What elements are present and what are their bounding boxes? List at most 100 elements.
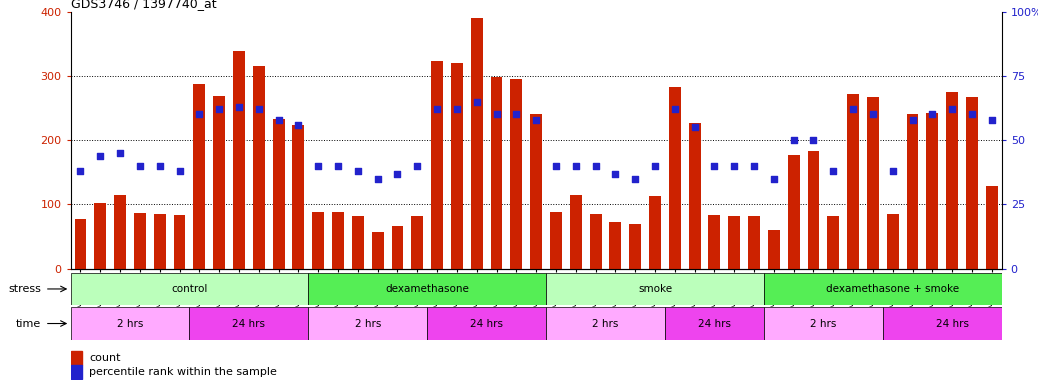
Point	[112, 150, 129, 156]
Point	[350, 168, 366, 174]
Bar	[253, 66, 265, 269]
Text: 24 hrs: 24 hrs	[233, 318, 266, 329]
Bar	[491, 77, 502, 269]
Text: 2 hrs: 2 hrs	[117, 318, 143, 329]
Bar	[882, 307, 1021, 340]
Point	[152, 163, 168, 169]
Text: 2 hrs: 2 hrs	[593, 318, 619, 329]
Bar	[71, 273, 308, 305]
Point	[568, 163, 584, 169]
Point	[845, 106, 862, 113]
Bar	[709, 215, 720, 269]
Bar	[986, 187, 998, 269]
Point	[924, 111, 940, 118]
Bar	[649, 196, 661, 269]
Point	[786, 137, 802, 143]
Bar	[764, 307, 882, 340]
Point	[171, 168, 188, 174]
Bar	[609, 222, 622, 269]
Point	[230, 104, 247, 110]
Bar	[450, 63, 463, 269]
Bar	[114, 195, 126, 269]
Bar	[546, 307, 665, 340]
Point	[488, 111, 504, 118]
Bar	[748, 216, 760, 269]
Text: time: time	[16, 318, 40, 329]
Point	[825, 168, 842, 174]
Bar	[293, 125, 304, 269]
Point	[666, 106, 683, 113]
Bar	[193, 84, 206, 269]
Point	[448, 106, 465, 113]
Point	[290, 122, 306, 128]
Bar	[688, 123, 701, 269]
Bar	[273, 119, 284, 269]
Bar	[352, 216, 363, 269]
Text: dexamethasone: dexamethasone	[385, 284, 469, 294]
Text: percentile rank within the sample: percentile rank within the sample	[89, 367, 277, 377]
Point	[409, 163, 426, 169]
Point	[588, 163, 604, 169]
Point	[389, 170, 406, 177]
Bar	[190, 307, 308, 340]
Bar	[546, 273, 764, 305]
Bar	[768, 230, 780, 269]
Point	[211, 106, 227, 113]
Bar	[847, 94, 859, 269]
Bar	[511, 79, 522, 269]
Bar	[213, 96, 225, 269]
Point	[250, 106, 267, 113]
Bar	[71, 351, 82, 365]
Bar	[233, 51, 245, 269]
Point	[944, 106, 960, 113]
Bar	[629, 224, 641, 269]
Bar	[665, 307, 764, 340]
Text: dexamethasone + smoke: dexamethasone + smoke	[826, 284, 959, 294]
Bar	[428, 307, 546, 340]
Text: smoke: smoke	[638, 284, 672, 294]
Point	[607, 170, 624, 177]
Point	[508, 111, 524, 118]
Text: GDS3746 / 1397740_at: GDS3746 / 1397740_at	[71, 0, 216, 10]
Point	[766, 176, 783, 182]
Point	[548, 163, 565, 169]
Bar	[788, 155, 799, 269]
Bar	[867, 97, 879, 269]
Point	[270, 116, 286, 122]
Point	[904, 116, 921, 122]
Bar	[570, 195, 581, 269]
Point	[706, 163, 722, 169]
Point	[686, 124, 703, 131]
Bar	[71, 307, 190, 340]
Text: stress: stress	[8, 284, 40, 294]
Bar	[808, 151, 819, 269]
Point	[92, 152, 109, 159]
Bar	[668, 87, 681, 269]
Point	[805, 137, 822, 143]
Point	[528, 116, 545, 122]
Bar	[764, 273, 1021, 305]
Point	[310, 163, 327, 169]
Bar	[966, 97, 978, 269]
Point	[330, 163, 347, 169]
Point	[884, 168, 901, 174]
Point	[132, 163, 148, 169]
Point	[963, 111, 980, 118]
Text: 2 hrs: 2 hrs	[811, 318, 837, 329]
Bar	[308, 307, 428, 340]
Bar	[530, 114, 542, 269]
Bar	[431, 61, 443, 269]
Bar	[471, 18, 483, 269]
Bar	[332, 212, 344, 269]
Bar	[71, 365, 82, 379]
Bar	[886, 214, 899, 269]
Bar	[729, 216, 740, 269]
Point	[627, 176, 644, 182]
Point	[429, 106, 445, 113]
Point	[745, 163, 762, 169]
Point	[73, 168, 89, 174]
Bar	[947, 92, 958, 269]
Bar	[906, 114, 919, 269]
Bar	[134, 213, 146, 269]
Bar	[94, 202, 106, 269]
